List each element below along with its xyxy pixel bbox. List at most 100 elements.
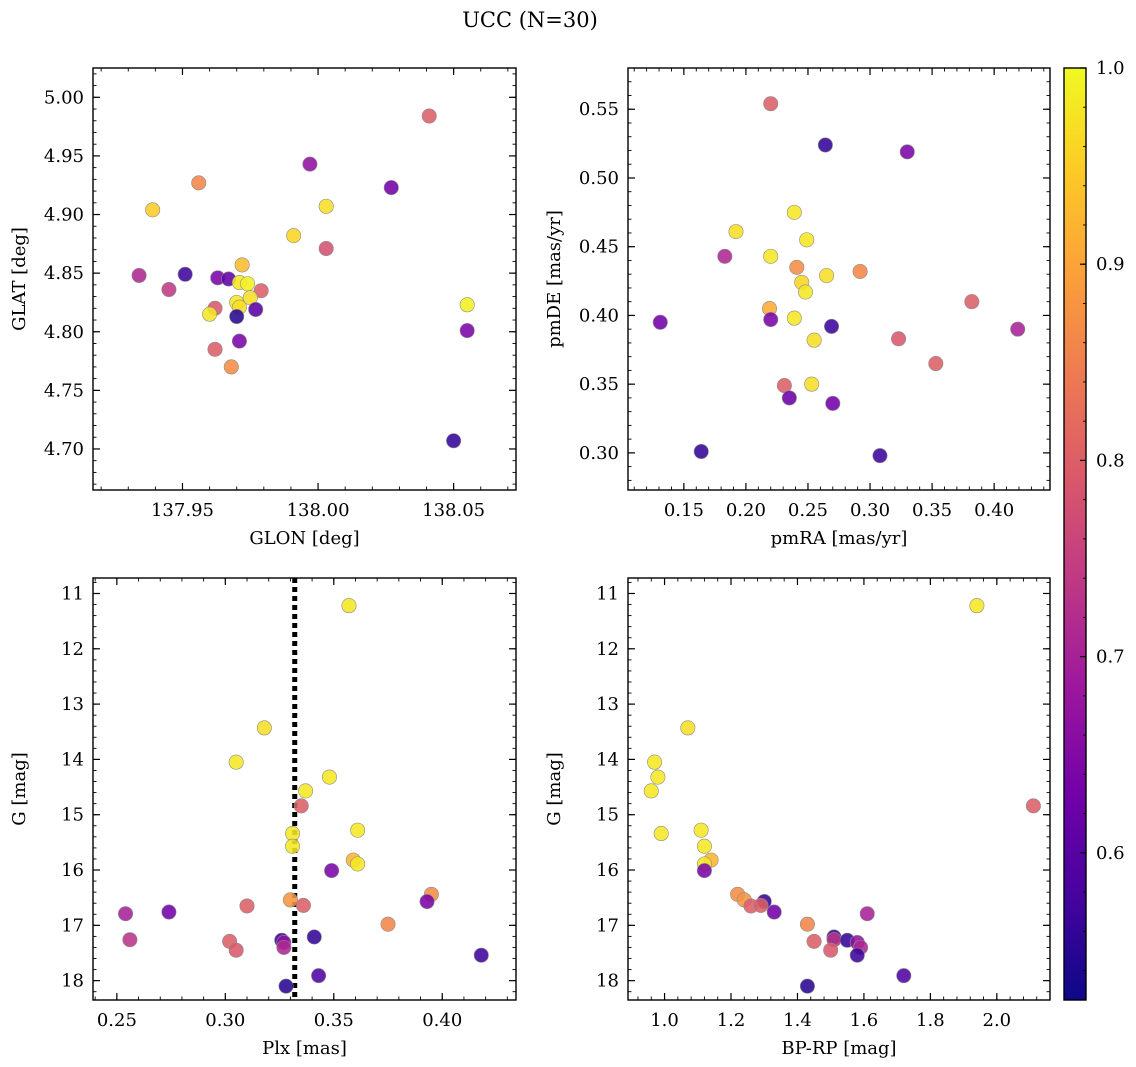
data-point <box>223 359 239 375</box>
data-point <box>177 266 193 282</box>
y-axis-label: pmDE [mas/yr] <box>544 210 565 348</box>
data-point <box>817 137 833 153</box>
data-point <box>229 309 245 325</box>
x-axis-label: Plx [mas] <box>262 1038 347 1059</box>
x-tick-label: 0.40 <box>974 500 1014 521</box>
colorbar-gradient <box>1063 67 1087 1001</box>
data-point <box>285 826 301 842</box>
colorbar-tick-label: 0.6 <box>1096 843 1125 864</box>
data-point <box>825 395 841 411</box>
data-point <box>763 96 779 112</box>
data-point <box>228 754 244 770</box>
data-point <box>383 180 399 196</box>
x-axis-label: pmRA [mas/yr] <box>771 528 908 549</box>
y-tick-label: 0.40 <box>579 305 619 326</box>
data-point <box>282 892 298 908</box>
data-point <box>253 283 269 299</box>
y-tick-label: 4.95 <box>44 146 84 167</box>
data-point <box>696 863 712 879</box>
data-point <box>789 259 805 275</box>
data-point <box>122 932 138 948</box>
x-tick-label: 1.0 <box>650 1010 679 1031</box>
data-point <box>799 232 815 248</box>
data-point <box>680 720 696 736</box>
x-tick-label: 0.20 <box>726 500 766 521</box>
data-point <box>763 248 779 264</box>
y-tick-label: 4.80 <box>44 322 84 343</box>
data-point <box>118 906 134 922</box>
data-point <box>643 783 659 799</box>
x-tick-label: 0.40 <box>422 1010 462 1031</box>
data-point <box>653 826 669 842</box>
y-tick-label: 4.70 <box>44 439 84 460</box>
y-axis-label: G [mag] <box>9 752 30 825</box>
x-tick-label: 1.2 <box>717 1010 746 1031</box>
y-tick-label: 15 <box>596 805 619 826</box>
y-tick-label: 11 <box>596 583 619 604</box>
data-point <box>891 331 907 347</box>
data-point <box>161 282 177 298</box>
x-tick-label: 0.30 <box>850 500 890 521</box>
data-point <box>459 323 475 339</box>
y-tick-label: 15 <box>61 805 84 826</box>
x-axis-label: GLON [deg] <box>249 528 359 549</box>
data-point <box>321 769 337 785</box>
y-tick-label: 4.90 <box>44 205 84 226</box>
x-tick-label: 0.35 <box>912 500 952 521</box>
data-point <box>350 822 366 838</box>
y-tick-label: 18 <box>596 971 619 992</box>
data-point <box>231 333 247 349</box>
panel-bprp-g: 1.0 1.2 1.4 1.6 1.8 2.0 11 12 13 14 15 16 17 18 BP-RP … <box>544 577 1051 1059</box>
data-point <box>318 198 334 214</box>
subplot-grid: 137.95 138.00 138.05 4.70 4.75 4.80 4.85 4.90 4.… <box>9 67 1051 1059</box>
data-point <box>717 248 733 264</box>
y-tick-label: 0.45 <box>579 237 619 258</box>
y-tick-label: 4.85 <box>44 263 84 284</box>
data-point <box>306 929 322 945</box>
data-point <box>341 598 357 614</box>
y-tick-label: 16 <box>596 860 619 881</box>
data-point <box>806 933 822 949</box>
data-point <box>872 448 888 464</box>
data-point <box>652 314 668 330</box>
axes-frame <box>627 577 1051 1001</box>
y-tick-label: 14 <box>61 749 84 770</box>
data-point <box>419 894 435 910</box>
data-point <box>161 904 177 920</box>
data-point <box>799 916 815 932</box>
y-tick-label: 0.30 <box>579 443 619 464</box>
data-point <box>293 798 309 814</box>
data-point <box>380 916 396 932</box>
x-tick-label: 1.6 <box>850 1010 879 1031</box>
y-tick-label: 17 <box>61 915 84 936</box>
y-tick-label: 12 <box>596 639 619 660</box>
y-tick-label: 13 <box>61 694 84 715</box>
x-tick-label: 137.95 <box>151 500 214 521</box>
data-point <box>799 978 815 994</box>
data-point <box>824 318 840 334</box>
axes-frame <box>92 577 517 1001</box>
figure-title: UCC (N=30) <box>462 8 598 32</box>
data-point <box>285 838 301 854</box>
data-point <box>239 898 255 914</box>
data-point <box>318 241 334 257</box>
x-tick-label: 1.4 <box>783 1010 812 1031</box>
data-point <box>278 978 294 994</box>
data-point <box>728 224 744 240</box>
axes-frame <box>627 67 1051 491</box>
y-axis-label: G [mag] <box>544 752 565 825</box>
x-axis-label: BP-RP [mag] <box>781 1038 896 1059</box>
data-point <box>324 863 340 879</box>
data-point <box>421 108 437 124</box>
colorbar-tick-label: 1.0 <box>1096 58 1125 79</box>
data-point <box>228 942 244 958</box>
y-tick-label: 0.35 <box>579 374 619 395</box>
data-point <box>248 301 264 317</box>
data-point <box>819 268 835 284</box>
data-point <box>145 202 161 218</box>
data-point <box>1025 798 1041 814</box>
y-tick-label: 18 <box>61 971 84 992</box>
data-point <box>350 856 366 872</box>
panel-plx-g: 0.25 0.30 0.35 0.40 11 12 13 14 15 16 17 18 Plx [mas… <box>9 577 517 1059</box>
data-point <box>797 284 813 300</box>
